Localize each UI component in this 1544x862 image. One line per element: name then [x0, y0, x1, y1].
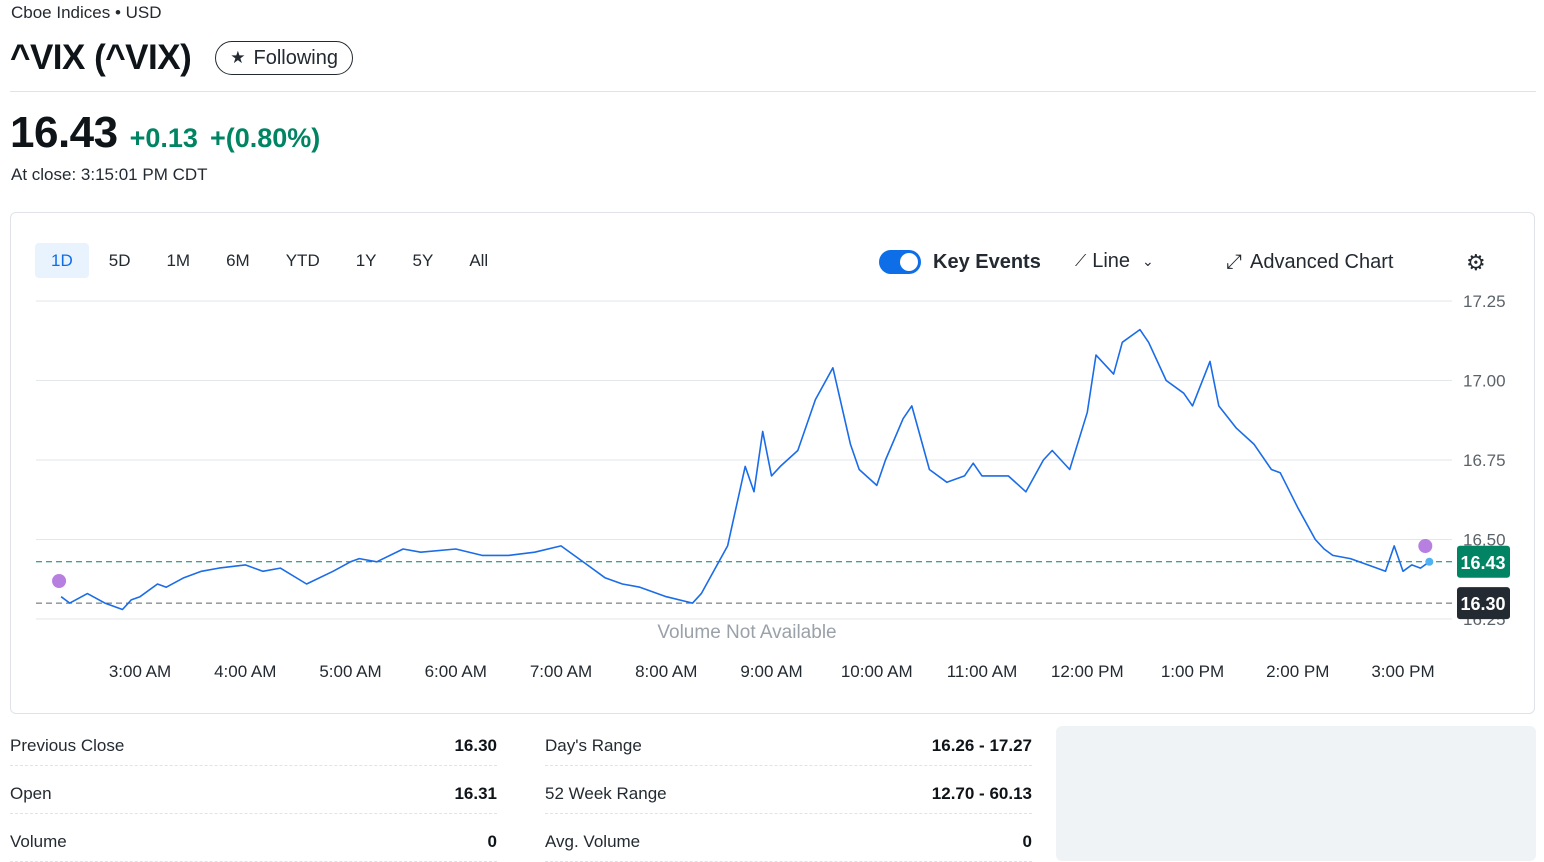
key-events-toggle[interactable]: [879, 250, 921, 274]
x-tick-label: 7:00 AM: [530, 662, 592, 681]
previous-close-badge: [1457, 587, 1510, 620]
x-tick-label: 9:00 AM: [740, 662, 802, 681]
stat-value: 16.30: [454, 736, 497, 755]
following-button[interactable]: ★ Following: [215, 41, 353, 75]
volume-not-available-text: Volume Not Available: [657, 622, 836, 643]
stat-label: Volume: [10, 832, 67, 851]
previous-close-badge-text: 16.30: [1460, 594, 1505, 614]
x-tick-label: 2:00 PM: [1266, 662, 1329, 681]
price: 16.43: [10, 108, 118, 157]
stats-left-0: Previous Close 16.30: [10, 727, 497, 766]
current-price-badge-text: 16.43: [1460, 553, 1505, 573]
y-tick-label: 16.75: [1463, 451, 1506, 470]
key-event-marker: [1418, 539, 1433, 553]
key-events-label: Key Events: [933, 251, 1041, 273]
close-time: At close: 3:15:01 PM CDT: [11, 165, 208, 184]
x-tick-label: 4:00 AM: [214, 662, 276, 681]
range-tab-6m[interactable]: 6M: [226, 251, 250, 270]
stat-label: Previous Close: [10, 736, 125, 755]
chevron-down-icon: ⌄: [1142, 253, 1154, 269]
price-line: [60, 328, 1430, 611]
x-tick-label: 3:00 PM: [1371, 662, 1434, 681]
line-chart-icon: ⟋: [1075, 252, 1087, 270]
range-tab-1d[interactable]: 1D: [35, 243, 89, 278]
range-tab-5d[interactable]: 5D: [108, 251, 131, 270]
range-tab-all[interactable]: All: [469, 251, 489, 270]
stat-label: 52 Week Range: [545, 784, 667, 803]
price-change-percent: +(0.80%): [209, 123, 321, 153]
last-price-dot: [1425, 557, 1434, 566]
header-divider: [10, 91, 1536, 92]
stat-value: 16.31: [454, 784, 497, 803]
title-row: ^VIX (^VIX) ★ Following: [10, 38, 353, 78]
stat-label: Avg. Volume: [545, 832, 641, 851]
y-tick-label: 17.00: [1463, 372, 1506, 391]
stats-left-1: Open 16.31: [10, 775, 497, 814]
x-tick-label: 6:00 AM: [425, 662, 487, 681]
ad-placeholder: [1056, 726, 1536, 861]
stat-label: Open: [10, 784, 52, 803]
quote-row: 16.43 +0.13 +(0.80%): [10, 108, 320, 158]
x-tick-label: 5:00 AM: [319, 662, 381, 681]
toggle-knob: [900, 253, 918, 271]
current-price-badge: [1457, 545, 1510, 578]
x-tick-label: 12:00 PM: [1051, 662, 1124, 681]
stats-left-2: Volume 0: [10, 823, 497, 862]
key-event-marker: [52, 574, 67, 588]
gear-icon[interactable]: ⚙: [1466, 250, 1486, 275]
exchange-label: Cboe Indices • USD: [11, 3, 162, 22]
y-tick-label: 17.25: [1463, 292, 1506, 311]
stats-right-1: 52 Week Range 12.70 - 60.13: [545, 775, 1032, 814]
chart-type-select[interactable]: ⟋ Line ⌄: [1075, 250, 1154, 273]
advanced-chart-label: Advanced Chart: [1250, 251, 1394, 273]
range-tab-1m[interactable]: 1M: [166, 251, 191, 270]
chart-card: [10, 212, 1535, 714]
y-tick-label: 16.50: [1463, 531, 1506, 550]
chart-type-label: Line: [1092, 250, 1131, 272]
range-tabs: 1D 5D 1M 6M YTD 1Y 5Y All: [35, 243, 508, 278]
advanced-chart-button[interactable]: ⤢ Advanced Chart: [1226, 251, 1393, 274]
stat-value: 12.70 - 60.13: [931, 784, 1032, 803]
range-tab-5y[interactable]: 5Y: [412, 251, 434, 270]
stats-right-0: Day's Range 16.26 - 17.27: [545, 727, 1032, 766]
stat-value: 16.26 - 17.27: [931, 736, 1032, 755]
price-change: +0.13: [129, 123, 198, 153]
stat-value: 0: [1022, 832, 1032, 851]
x-tick-label: 3:00 AM: [109, 662, 171, 681]
star-icon: ★: [230, 48, 246, 67]
x-tick-label: 11:00 AM: [947, 662, 1018, 681]
expand-icon: ⤢: [1226, 251, 1242, 273]
x-tick-label: 1:00 PM: [1161, 662, 1224, 681]
ticker-title: ^VIX (^VIX): [10, 38, 192, 77]
stats-right-2: Avg. Volume 0: [545, 823, 1032, 862]
x-tick-label: 10:00 AM: [841, 662, 913, 681]
following-label: Following: [253, 46, 338, 69]
stat-value: 0: [487, 832, 497, 851]
x-tick-label: 8:00 AM: [635, 662, 697, 681]
range-tab-ytd[interactable]: YTD: [285, 251, 320, 270]
range-tab-1y[interactable]: 1Y: [355, 251, 377, 270]
stat-label: Day's Range: [545, 736, 642, 755]
